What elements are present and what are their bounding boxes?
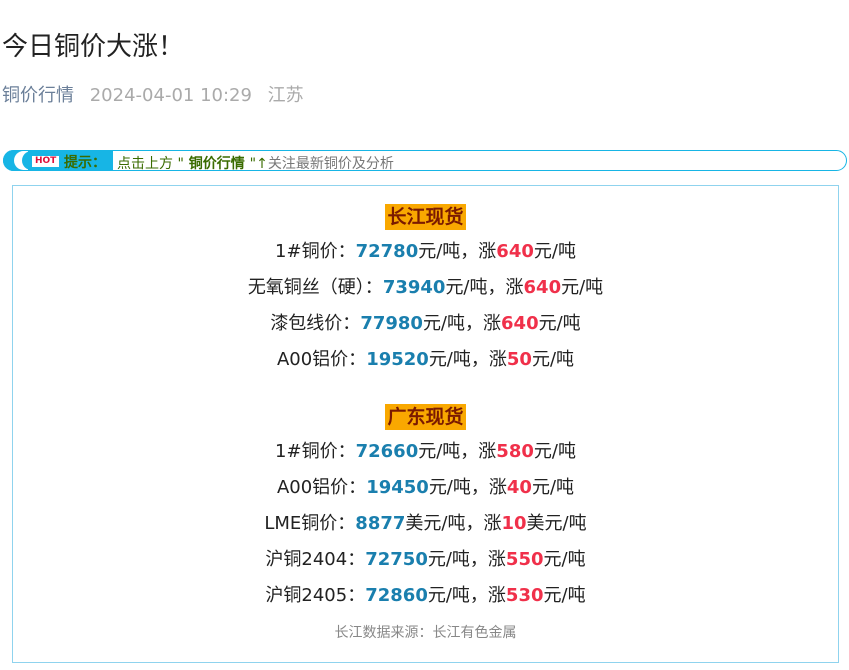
- price-unit: 元/吨，涨: [418, 241, 497, 262]
- rise-value: 640: [501, 313, 539, 334]
- price-value: 19450: [366, 477, 429, 498]
- rise-value: 50: [506, 349, 532, 370]
- price-value: 72780: [355, 241, 419, 262]
- price-row: A00铝价：19450元/吨，涨40元/吨: [13, 470, 838, 506]
- hint-bar: HOT 提示： 点击上方 " 铜价行情 "↑关注最新铜价及分析: [3, 150, 847, 173]
- item-label: 漆包线价：: [270, 313, 361, 334]
- article-meta: 铜价行情 2024-04-01 10:29 江苏: [2, 81, 314, 107]
- rise-value: 640: [523, 277, 562, 298]
- hint-text: 点击上方 " 铜价行情 "↑关注最新铜价及分析: [117, 153, 394, 173]
- rise-unit: 元/吨: [561, 277, 604, 298]
- price-value: 19520: [366, 349, 429, 370]
- price-row: 无氧铜丝（硬）：73940元/吨，涨640元/吨: [13, 270, 838, 306]
- rise-value: 640: [496, 241, 534, 262]
- item-label: 1#铜价：: [275, 241, 356, 262]
- data-source: 长江数据来源：长江有色金属: [334, 625, 517, 641]
- price-value: 72660: [355, 441, 419, 462]
- rise-value: 530: [505, 585, 544, 606]
- rise-value: 580: [496, 441, 534, 462]
- price-row: LME铜价：8877美元/吨，涨10美元/吨: [13, 506, 838, 542]
- price-section: 长江现货 1#铜价：72780元/吨，涨640元/吨 无氧铜丝（硬）：73940元/…: [13, 186, 838, 378]
- category-link[interactable]: 铜价行情: [2, 85, 74, 106]
- price-value: 8877: [355, 513, 406, 534]
- item-label: 沪铜2404：: [265, 549, 366, 570]
- hint-post: ": [249, 156, 257, 172]
- price-unit: 元/吨，涨: [427, 585, 506, 606]
- page-title: 今日铜价大涨！: [2, 32, 185, 62]
- rise-unit: 美元/吨: [526, 513, 587, 534]
- rise-value: 10: [501, 513, 527, 534]
- price-value: 72860: [365, 585, 428, 606]
- region: 江苏: [267, 85, 304, 106]
- section-title: 广东现货: [385, 404, 466, 430]
- item-label: LME铜价：: [264, 513, 356, 534]
- item-label: 沪铜2405：: [265, 585, 366, 606]
- price-unit: 元/吨，涨: [428, 477, 507, 498]
- price-unit: 元/吨，涨: [427, 549, 506, 570]
- item-label: A00铝价：: [276, 349, 367, 370]
- publish-datetime: 2024-04-01 10:29: [89, 85, 252, 106]
- item-label: A00铝价：: [276, 477, 367, 498]
- price-row: 1#铜价：72660元/吨，涨580元/吨: [13, 434, 838, 470]
- rise-unit: 元/吨: [543, 585, 586, 606]
- rise-value: 40: [506, 477, 532, 498]
- price-box: 长江现货 1#铜价：72780元/吨，涨640元/吨 无氧铜丝（硬）：73940元/…: [12, 185, 839, 663]
- price-unit: 元/吨，涨: [428, 349, 507, 370]
- price-value: 77980: [360, 313, 423, 334]
- price-value: 73940: [382, 277, 446, 298]
- price-value: 72750: [365, 549, 428, 570]
- price-unit: 元/吨，涨: [422, 313, 502, 334]
- hot-badge: HOT: [32, 156, 60, 167]
- item-label: 1#铜价：: [275, 441, 356, 462]
- item-label: 无氧铜丝（硬）：: [247, 277, 383, 298]
- arrow-up-icon: ↑: [256, 156, 268, 172]
- price-unit: 元/吨，涨: [445, 277, 524, 298]
- section-title: 长江现货: [385, 204, 466, 230]
- price-row: 漆包线价：77980元/吨，涨640元/吨: [13, 306, 838, 342]
- rise-value: 550: [505, 549, 544, 570]
- rise-unit: 元/吨: [538, 313, 581, 334]
- price-row: 沪铜2404：72750元/吨，涨550元/吨: [13, 542, 838, 578]
- rise-unit: 元/吨: [543, 549, 586, 570]
- rise-unit: 元/吨: [533, 441, 576, 462]
- price-section: 广东现货 1#铜价：72660元/吨，涨580元/吨 A00铝价：19450元/吨，…: [13, 386, 838, 614]
- rise-unit: 元/吨: [531, 349, 575, 370]
- price-row: 沪铜2405：72860元/吨，涨530元/吨: [13, 578, 838, 614]
- rise-unit: 元/吨: [533, 241, 576, 262]
- hint-tail: 关注最新铜价及分析: [267, 156, 394, 172]
- hint-link[interactable]: 铜价行情: [183, 156, 250, 172]
- hint-pre: 点击上方 ": [117, 156, 184, 172]
- rise-unit: 元/吨: [531, 477, 575, 498]
- price-unit: 元/吨，涨: [418, 441, 497, 462]
- price-row: 1#铜价：72780元/吨，涨640元/吨: [13, 234, 838, 270]
- price-row: A00铝价：19520元/吨，涨50元/吨: [13, 342, 838, 378]
- hint-label: 提示：: [64, 155, 106, 171]
- price-unit: 美元/吨，涨: [405, 513, 502, 534]
